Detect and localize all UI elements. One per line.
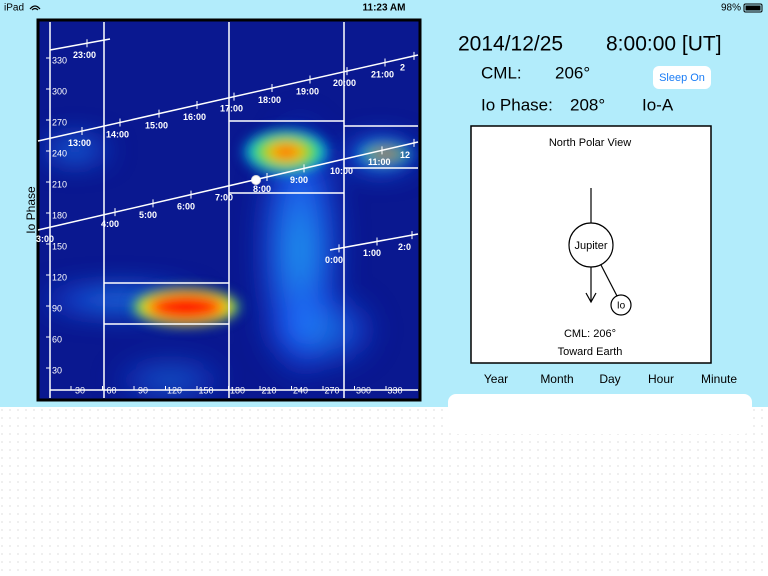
- time-label: 4:00: [101, 219, 119, 229]
- io-label: Io: [617, 301, 626, 312]
- time-label: 8:00: [253, 184, 271, 194]
- x-tick-label: 240: [293, 385, 308, 395]
- time-label: 14:00: [106, 129, 129, 139]
- y-axis-label: Io Phase: [24, 186, 38, 234]
- time-label: 5:00: [139, 210, 157, 220]
- x-tick-label: 150: [198, 385, 213, 395]
- earth-arrowhead: [585, 292, 597, 304]
- jupiter-label: Jupiter: [574, 240, 607, 252]
- date-control[interactable]: Month: [540, 372, 573, 386]
- y-tick-label: 240: [52, 148, 67, 158]
- y-tick-label: 270: [52, 117, 67, 127]
- cml-value: 206°: [555, 63, 590, 82]
- sleep-button[interactable]: [653, 66, 711, 89]
- x-tick-label: 30: [75, 385, 85, 395]
- time-label: 10:00: [330, 166, 353, 176]
- time-line: [37, 54, 419, 142]
- io-phase-value: 208°: [570, 95, 605, 114]
- time-label: 18:00: [258, 95, 281, 105]
- time-label: 11:00: [368, 157, 391, 167]
- x-tick-label: 90: [138, 385, 148, 395]
- time-label: 13:00: [68, 138, 91, 148]
- time-label: 0:00: [325, 255, 343, 265]
- time-label: 6:00: [177, 201, 195, 211]
- overlay-lines: [49, 22, 418, 398]
- battery-level: [745, 5, 761, 11]
- time-label: 2:0: [398, 242, 411, 252]
- y-tick-label: 90: [52, 303, 62, 313]
- date-control[interactable]: Year: [484, 372, 508, 386]
- date-control[interactable]: Minute: [701, 372, 737, 386]
- cml-label: CML:: [481, 63, 522, 82]
- time-label: 20:00: [333, 78, 356, 88]
- lower-pattern: [0, 407, 768, 576]
- x-tick-label: 180: [230, 385, 245, 395]
- x-tick-label: 210: [261, 385, 276, 395]
- io-source: Io-A: [642, 95, 674, 114]
- time-label: 12: [400, 150, 410, 160]
- time-label: 16:00: [183, 112, 206, 122]
- time-line: [329, 233, 419, 251]
- x-tick-label: 60: [106, 385, 116, 395]
- status-time: 11:23 AM: [363, 3, 406, 14]
- time-label: 9:00: [290, 175, 308, 185]
- picker-panel: [448, 394, 752, 434]
- battery-icon: [743, 3, 763, 13]
- y-tick-label: 120: [52, 272, 67, 282]
- y-tick-label: 330: [52, 55, 67, 65]
- plot-frame: [36, 18, 422, 402]
- time: 8:00:00 [UT]: [606, 33, 722, 56]
- polar-cml: CML: 206°: [564, 328, 616, 340]
- y-tick-label: 150: [52, 241, 67, 251]
- x-tick-label: 120: [167, 385, 182, 395]
- y-tick-label: 300: [52, 86, 67, 96]
- time-label: 23:00: [73, 50, 96, 60]
- y-tick-label: 60: [52, 334, 62, 344]
- heatmap: [38, 20, 420, 400]
- io-phase-label: Io Phase:: [481, 95, 553, 114]
- x-tick-label: 300: [356, 385, 371, 395]
- date-control[interactable]: Day: [599, 372, 620, 386]
- date: 2014/12/25: [458, 33, 563, 56]
- time-label: 3:00: [36, 234, 54, 244]
- wifi-icon: [29, 5, 41, 11]
- status-battery: 98%: [721, 3, 741, 14]
- status-device: iPad: [4, 3, 24, 14]
- y-tick-label: 30: [52, 365, 62, 375]
- sleep-button-label[interactable]: Sleep On: [659, 72, 705, 84]
- time-label: 19:00: [296, 86, 319, 96]
- time-label: 17:00: [220, 103, 243, 113]
- io: [610, 294, 632, 316]
- time-label: 21:00: [371, 69, 394, 79]
- time-label: 7:00: [215, 193, 233, 203]
- io-line: [600, 264, 618, 297]
- polar-direction: Toward Earth: [558, 346, 623, 358]
- y-tick-label: 180: [52, 210, 67, 220]
- time-line: [49, 38, 111, 51]
- x-tick-label: 330: [387, 385, 402, 395]
- polar-view-title: North Polar View: [549, 137, 631, 149]
- time-label: 2: [400, 63, 405, 73]
- time-line: [37, 141, 419, 231]
- time-label: 15:00: [145, 120, 168, 130]
- time-label: 1:00: [363, 248, 381, 258]
- x-tick-label: 270: [324, 385, 339, 395]
- date-control[interactable]: Hour: [648, 372, 674, 386]
- y-tick-label: 210: [52, 179, 67, 189]
